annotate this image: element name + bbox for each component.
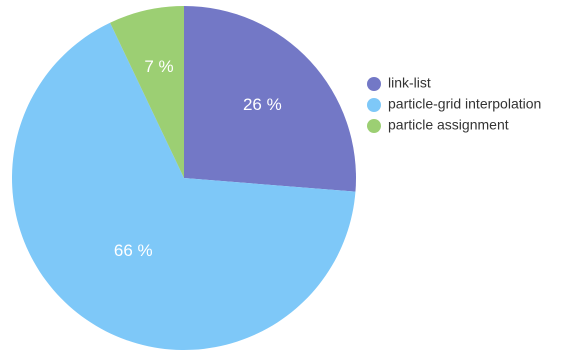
legend-label-particle-grid-interpolation: particle-grid interpolation <box>388 96 541 112</box>
legend-marker-particle-assignment <box>367 119 381 133</box>
data-label-particle-grid-interpolation: 66 % <box>114 241 153 260</box>
legend-label-link-list: link-list <box>388 75 431 91</box>
data-label-link-list: 26 % <box>243 95 282 114</box>
pie-slices <box>11 6 356 350</box>
pie-slice-link-list <box>184 6 356 192</box>
pie-data-labels: 26 % 66 % 7 % <box>114 57 282 260</box>
legend-marker-link-list <box>367 77 381 91</box>
legend-label-particle-assignment: particle assignment <box>388 117 509 133</box>
legend-marker-particle-grid-interpolation <box>367 98 381 112</box>
pie-slice-particle-assignment <box>110 6 184 178</box>
pie-slice-particle-grid-interpolation <box>11 22 356 350</box>
data-label-particle-assignment: 7 % <box>144 57 173 76</box>
legend: link-list particle-grid interpolation part… <box>367 75 541 133</box>
